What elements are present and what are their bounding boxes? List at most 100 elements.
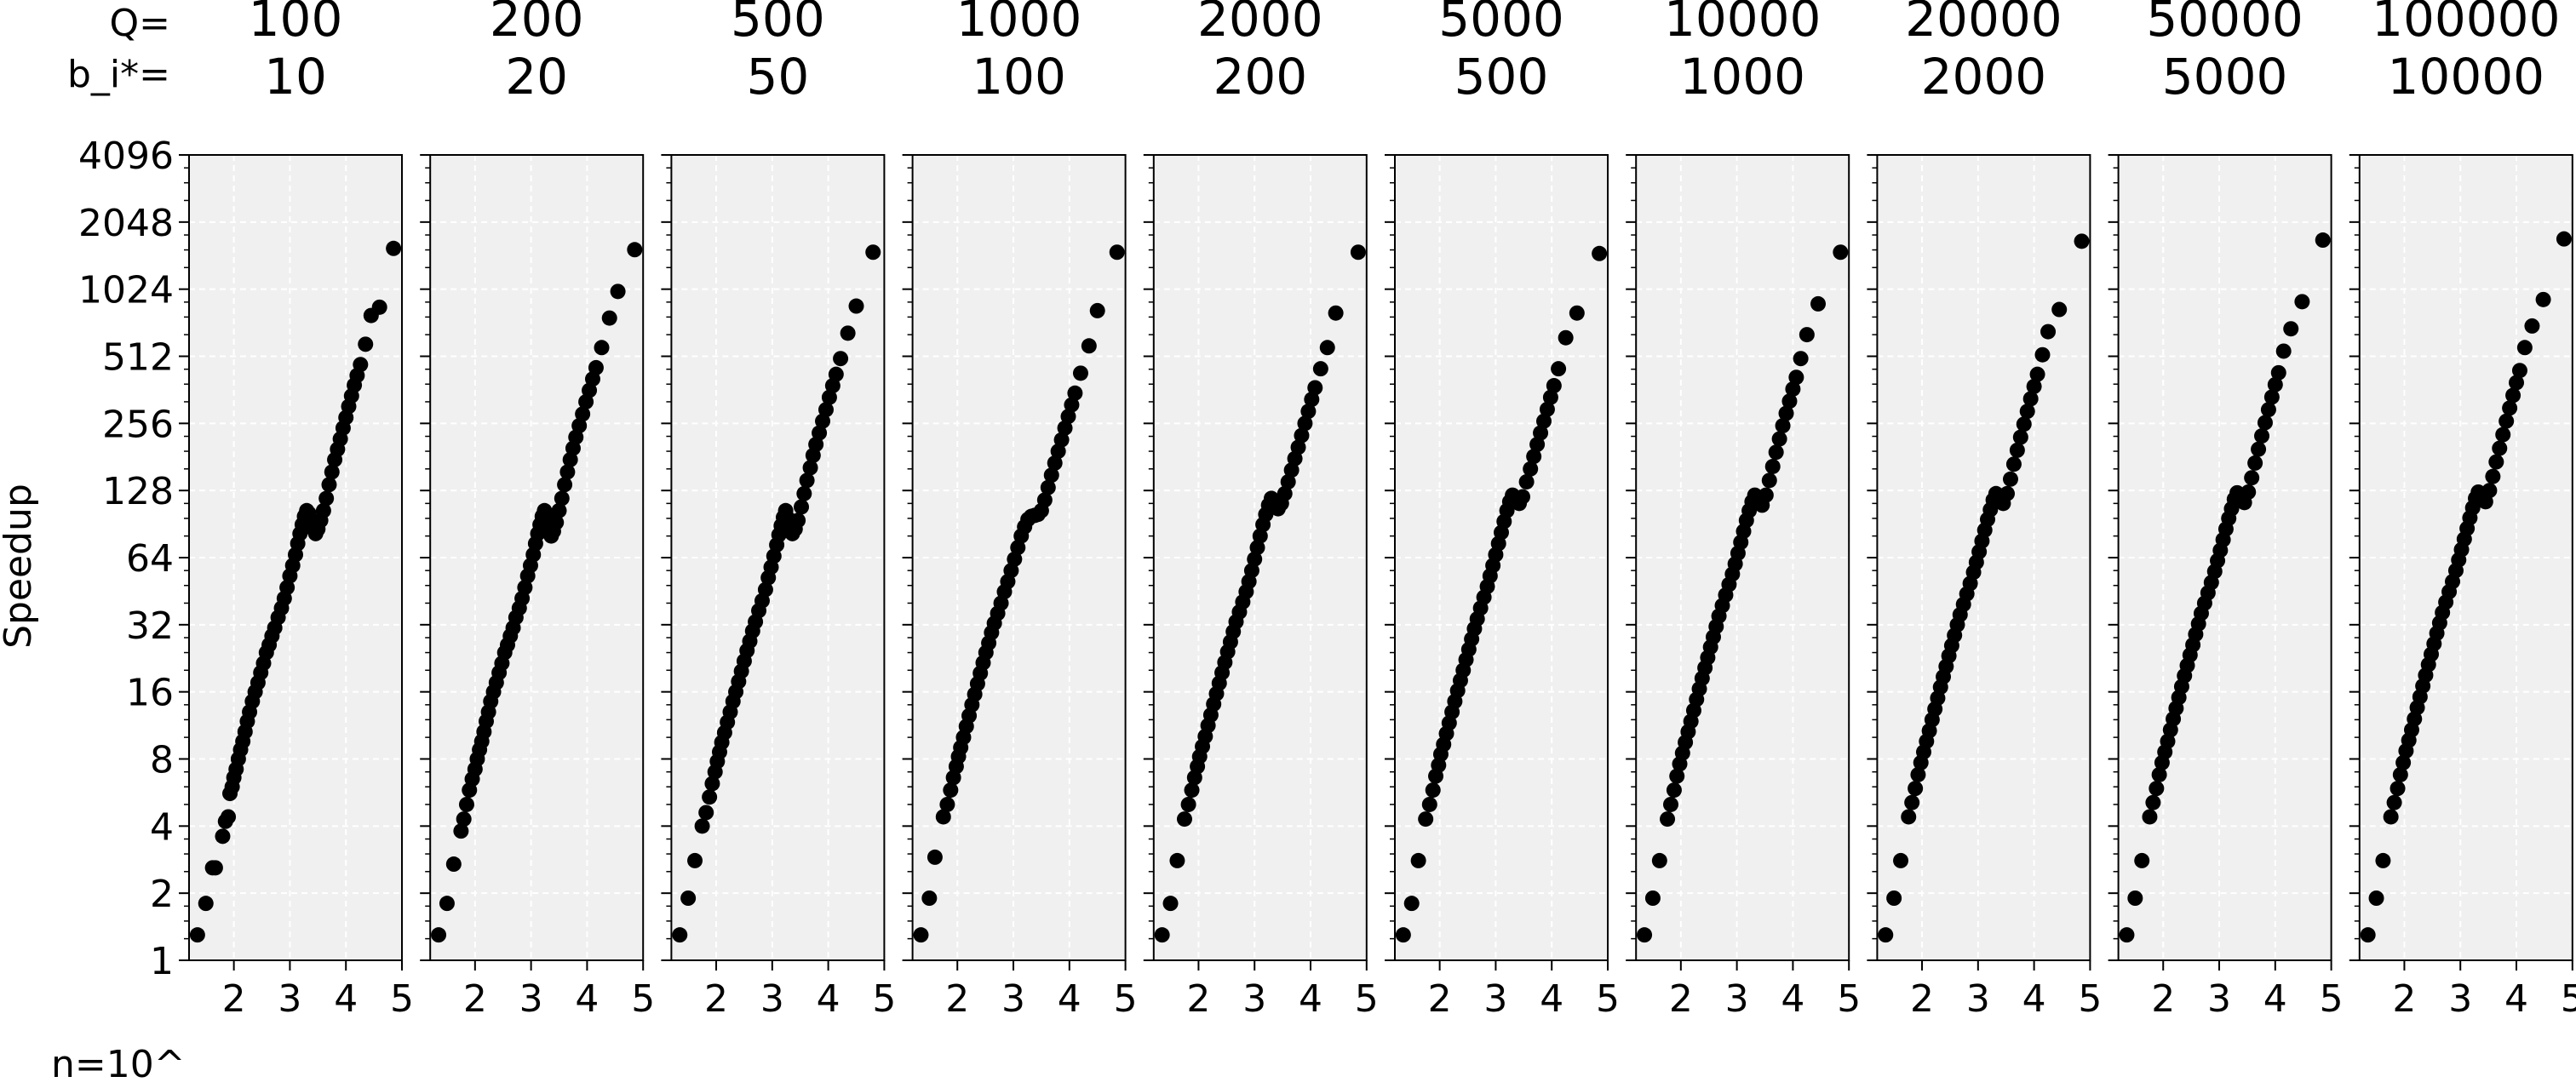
data-point — [548, 514, 565, 530]
x-tick-label: 2 — [2151, 977, 2175, 1021]
data-point — [386, 240, 402, 256]
data-point — [840, 325, 856, 341]
data-point — [1081, 338, 1097, 354]
b-row-label: b_i*= — [67, 53, 170, 96]
x-tick-label: 4 — [1781, 977, 1804, 1021]
data-point — [2267, 376, 2283, 392]
data-point — [2502, 400, 2518, 416]
panel-q-value: 50000 — [2146, 0, 2303, 48]
data-point — [913, 927, 929, 943]
data-point — [1294, 427, 1310, 444]
data-point — [571, 418, 588, 434]
panel-q-value: 10000 — [1664, 0, 1822, 48]
data-point — [1886, 890, 1902, 907]
x-tick-label: 3 — [278, 977, 301, 1021]
x-tick-label: 5 — [872, 977, 896, 1021]
data-point — [1040, 479, 1056, 495]
data-point — [757, 581, 773, 598]
data-point — [1277, 485, 1293, 501]
data-point — [1162, 896, 1179, 912]
x-tick-label: 5 — [631, 977, 655, 1021]
data-point — [939, 796, 955, 812]
data-point — [2509, 375, 2525, 391]
data-point — [2386, 794, 2402, 810]
data-point — [1551, 361, 1567, 377]
data-point — [808, 437, 824, 453]
data-point — [2516, 340, 2533, 356]
x-tick-label: 4 — [2504, 977, 2528, 1021]
data-point — [935, 809, 951, 825]
data-point — [1247, 551, 1263, 567]
x-tick-label: 2 — [1669, 977, 1693, 1021]
data-point — [456, 811, 472, 827]
panel-b-value: 500 — [1454, 48, 1549, 106]
data-point — [2315, 232, 2331, 249]
panel-q-value: 100 — [249, 0, 343, 48]
panel-b-value: 200 — [1213, 48, 1307, 106]
data-point — [1666, 782, 1682, 799]
data-point — [687, 852, 703, 868]
x-tick-label: 4 — [1540, 977, 1563, 1021]
panel-q-value: 200 — [490, 0, 584, 48]
data-point — [1249, 540, 1265, 556]
y-tick-label: 2048 — [78, 202, 174, 245]
data-point — [2142, 809, 2158, 825]
panel-frame — [188, 154, 403, 961]
data-point — [702, 789, 718, 805]
panel-b-value: 10 — [264, 48, 327, 106]
x-tick-label: 3 — [1242, 977, 1266, 1021]
y-tick-label: 4 — [150, 805, 174, 849]
panel-frame — [670, 154, 886, 961]
data-point — [694, 818, 710, 834]
data-point — [2040, 324, 2057, 340]
data-point — [554, 490, 570, 507]
data-point — [1592, 245, 1608, 261]
data-point — [189, 927, 205, 943]
data-point — [279, 580, 295, 596]
y-tick-label: 2 — [150, 873, 174, 916]
data-point — [2556, 231, 2572, 247]
data-point — [1312, 361, 1328, 377]
data-point — [568, 429, 584, 445]
data-point — [588, 359, 604, 375]
data-point — [1067, 385, 1083, 401]
data-point — [2375, 852, 2391, 868]
data-point — [2149, 781, 2165, 797]
panel-frame — [1394, 154, 1609, 961]
data-point — [1109, 244, 1125, 261]
data-point — [2294, 294, 2310, 310]
x-tick-label: 3 — [1001, 977, 1025, 1021]
x-tick-label: 5 — [1596, 977, 1620, 1021]
panel-q-value: 100000 — [2372, 0, 2560, 48]
data-point — [1418, 811, 1434, 827]
y-tick-label: 4096 — [78, 135, 174, 178]
data-point — [445, 856, 462, 873]
data-point — [559, 464, 576, 480]
data-point — [1669, 768, 1685, 784]
x-tick-label: 4 — [2263, 977, 2287, 1021]
y-tick-label: 8 — [150, 739, 174, 782]
data-point — [818, 402, 834, 418]
panel-b-value: 20 — [505, 48, 568, 106]
data-point — [2383, 809, 2399, 825]
data-point — [431, 927, 447, 943]
data-point — [2485, 468, 2501, 484]
panel-frame — [1635, 154, 1850, 961]
data-point — [2247, 455, 2263, 471]
data-point — [371, 299, 387, 315]
data-point — [1515, 489, 1530, 505]
x-tick-label: 5 — [1837, 977, 1861, 1021]
y-tick-label: 256 — [102, 403, 174, 446]
x-tick-label: 3 — [760, 977, 784, 1021]
data-point — [1060, 409, 1076, 425]
data-point — [927, 849, 943, 865]
data-point — [943, 782, 959, 799]
x-tick-label: 4 — [2022, 977, 2046, 1021]
data-point — [1810, 295, 1827, 312]
y-tick-label: 1 — [150, 940, 174, 983]
data-point — [1546, 378, 1562, 394]
